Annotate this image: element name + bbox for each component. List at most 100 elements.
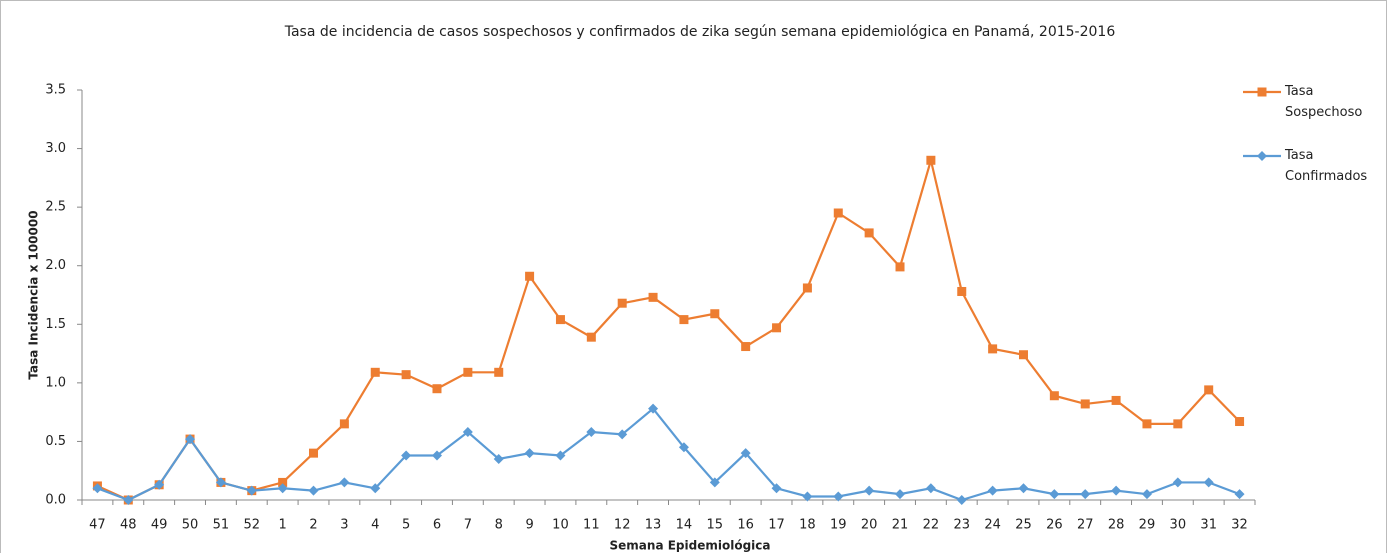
x-tick-label: 28 (1108, 518, 1125, 533)
marker (463, 367, 473, 377)
x-tick-label: 50 (182, 518, 199, 533)
marker (1234, 489, 1245, 500)
x-tick-label: 20 (861, 518, 878, 533)
x-tick-label: 14 (676, 518, 693, 533)
marker (401, 450, 412, 461)
x-tick-label: 13 (645, 518, 662, 533)
marker (278, 477, 288, 487)
x-tick-label: 17 (768, 518, 785, 533)
marker (524, 448, 535, 459)
marker (586, 427, 597, 438)
marker (1080, 489, 1091, 500)
y-tick-label: 2.5 (45, 200, 66, 215)
marker (1049, 489, 1060, 500)
marker (740, 448, 751, 459)
x-tick-label: 22 (923, 518, 940, 533)
marker (957, 286, 967, 296)
marker (802, 491, 813, 502)
y-tick-label: 1.5 (45, 317, 66, 332)
marker (1049, 391, 1059, 401)
marker (1203, 477, 1214, 488)
legend-label: Tasa Confirmados (1285, 148, 1368, 184)
x-tick-label: 51 (213, 518, 230, 533)
marker (246, 485, 257, 496)
x-tick-label: 15 (707, 518, 724, 533)
y-tick-label: 2.0 (45, 258, 66, 273)
series-line (97, 407, 1240, 502)
x-tick-label: 8 (495, 518, 503, 533)
marker (493, 454, 504, 464)
x-tick-label: 31 (1200, 518, 1217, 533)
legend-label: Tasa Sospechoso (1285, 84, 1363, 120)
marker (772, 323, 782, 333)
marker (741, 342, 751, 352)
marker (401, 370, 411, 380)
marker (802, 283, 812, 293)
marker (833, 491, 844, 502)
y-axis-title: Tasa Incidencia x 100000 (27, 210, 41, 379)
x-tick-label: 2 (309, 518, 317, 533)
marker (617, 298, 627, 308)
marker (339, 419, 349, 429)
marker (370, 367, 380, 377)
marker (1141, 489, 1152, 500)
marker (833, 208, 843, 218)
marker (1142, 419, 1152, 429)
marker (339, 477, 350, 488)
x-tick-label: 10 (552, 518, 569, 533)
marker (1080, 399, 1090, 409)
marker (555, 450, 566, 461)
marker (956, 495, 967, 505)
marker (771, 483, 782, 494)
marker (1111, 485, 1122, 496)
marker (864, 485, 875, 496)
marker (92, 483, 103, 494)
marker (1018, 483, 1029, 494)
x-tick-label: 6 (433, 518, 441, 533)
marker (895, 262, 905, 272)
x-axis-title: Semana Epidemiológica (610, 539, 771, 553)
marker (525, 271, 535, 281)
x-tick-label: 26 (1046, 518, 1063, 533)
y-tick-label: 3.5 (45, 83, 66, 98)
marker (154, 479, 165, 490)
x-tick-label: 25 (1015, 518, 1032, 533)
marker (864, 228, 874, 238)
x-tick-label: 1 (279, 518, 287, 533)
marker (123, 495, 134, 505)
marker (431, 450, 442, 461)
marker (926, 155, 936, 165)
marker (1257, 87, 1267, 97)
marker (1172, 477, 1183, 488)
x-tick-label: 29 (1139, 518, 1156, 533)
marker (678, 442, 689, 453)
marker (1018, 350, 1028, 360)
x-tick-label: 47 (89, 518, 106, 533)
x-tick-label: 12 (614, 518, 631, 533)
marker (1111, 395, 1121, 405)
x-tick-label: 24 (984, 518, 1001, 533)
marker (1257, 151, 1267, 161)
y-tick-label: 3.0 (45, 141, 66, 156)
x-tick-label: 27 (1077, 518, 1094, 533)
marker (987, 485, 998, 496)
marker (710, 309, 720, 319)
marker (185, 434, 196, 445)
marker (925, 483, 936, 494)
x-tick-label: 30 (1170, 518, 1187, 533)
marker (988, 344, 998, 354)
marker (679, 315, 689, 325)
marker (617, 429, 628, 440)
marker (309, 448, 319, 458)
x-tick-label: 9 (525, 518, 533, 533)
marker (709, 477, 720, 488)
marker (1235, 417, 1245, 427)
x-tick-label: 23 (953, 518, 970, 533)
x-tick-label: 49 (151, 518, 168, 533)
x-tick-label: 11 (583, 518, 600, 533)
marker (308, 485, 319, 496)
x-tick-label: 7 (464, 518, 472, 533)
marker (895, 489, 906, 500)
